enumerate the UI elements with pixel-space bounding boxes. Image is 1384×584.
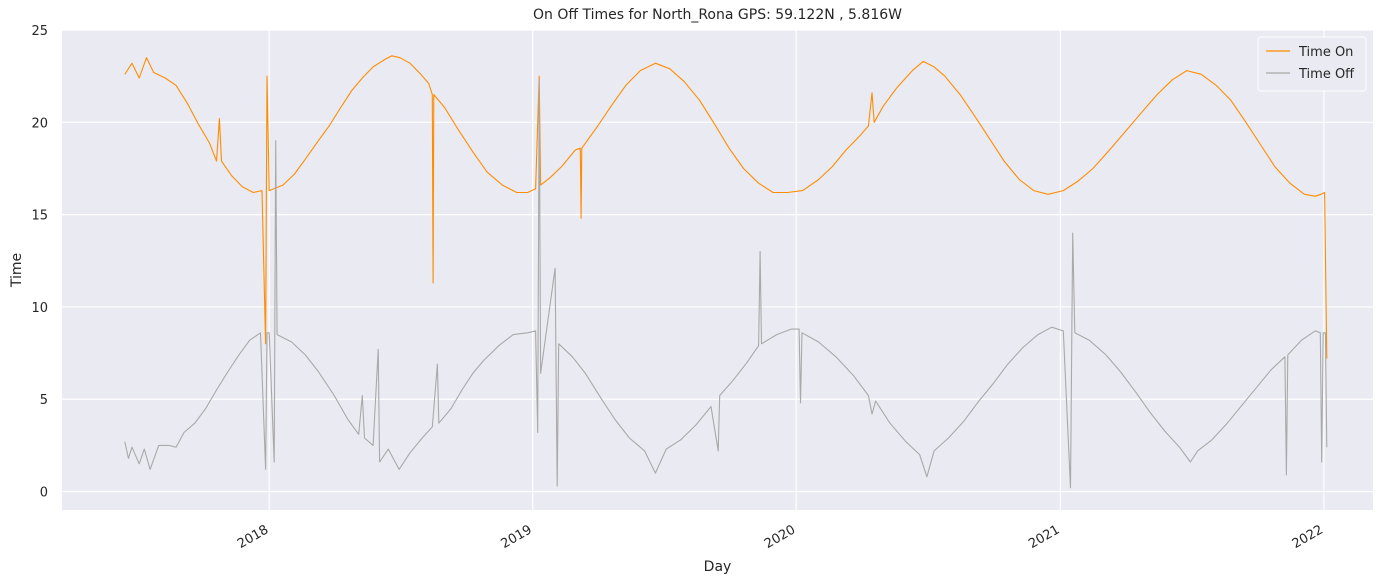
y-tick-label: 5 bbox=[40, 393, 48, 408]
chart-title: On Off Times for North_Rona GPS: 59.122N… bbox=[533, 7, 902, 23]
series-line-time-off bbox=[124, 79, 1328, 489]
series-layer bbox=[124, 55, 1328, 489]
x-axis-label: Day bbox=[704, 559, 732, 575]
grid-lines bbox=[62, 29, 1373, 510]
y-tick-label: 0 bbox=[40, 486, 48, 501]
x-tick-label: 2020 bbox=[762, 522, 798, 552]
y-tick-label: 10 bbox=[31, 301, 48, 316]
legend: Time On Time Off bbox=[1257, 36, 1367, 92]
plot-area bbox=[62, 30, 1373, 510]
y-tick-label: 15 bbox=[31, 209, 48, 224]
x-tick-label: 2018 bbox=[235, 522, 271, 552]
x-tick-label: 2022 bbox=[1290, 522, 1326, 552]
legend-entry: Time Off bbox=[1298, 67, 1355, 82]
y-axis-label: Time bbox=[9, 253, 25, 288]
x-tick-label: 2019 bbox=[499, 522, 535, 552]
y-tick-label: 20 bbox=[31, 116, 48, 131]
series-line-time-on bbox=[124, 55, 1328, 359]
x-tick-label: 2021 bbox=[1026, 522, 1062, 552]
legend-entry: Time On bbox=[1298, 45, 1353, 60]
y-tick-label: 25 bbox=[31, 24, 48, 39]
